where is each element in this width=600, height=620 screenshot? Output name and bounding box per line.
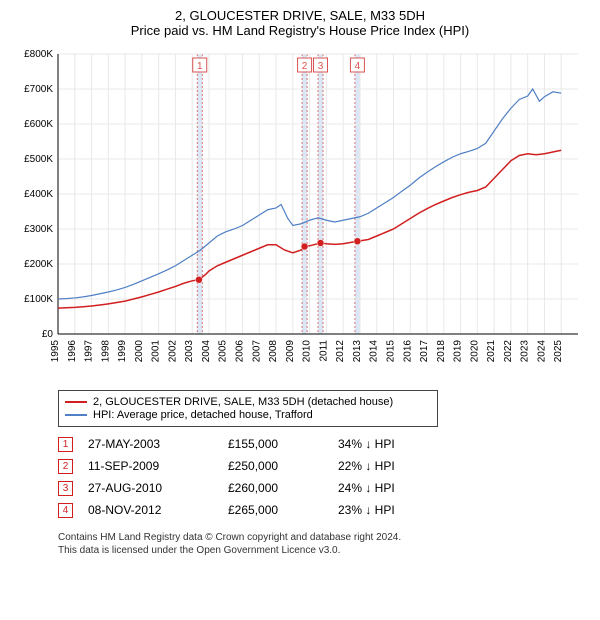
svg-text:1999: 1999 — [117, 340, 128, 363]
svg-text:2002: 2002 — [167, 340, 178, 363]
svg-text:2022: 2022 — [503, 340, 514, 363]
svg-text:2009: 2009 — [285, 340, 296, 363]
svg-text:2015: 2015 — [385, 340, 396, 363]
transaction-vs-hpi: 22% ↓ HPI — [338, 459, 458, 473]
footer-line1: Contains HM Land Registry data © Crown c… — [58, 531, 538, 544]
svg-text:£700K: £700K — [24, 84, 53, 95]
svg-text:2023: 2023 — [520, 340, 531, 363]
transaction-row: 2 11-SEP-2009£250,00022% ↓ HPI — [58, 455, 538, 477]
transaction-date: 11-SEP-2009 — [88, 459, 228, 473]
legend: 2, GLOUCESTER DRIVE, SALE, M33 5DH (deta… — [58, 390, 438, 427]
transaction-price: £260,000 — [228, 481, 338, 495]
svg-text:1998: 1998 — [100, 340, 111, 363]
svg-text:2008: 2008 — [268, 340, 279, 363]
transactions-table: 1 27-MAY-2003£155,00034% ↓ HPI 2 11-SEP-200… — [58, 433, 538, 521]
svg-text:2: 2 — [302, 61, 308, 72]
svg-text:2014: 2014 — [369, 340, 380, 363]
title-line1: 2, GLOUCESTER DRIVE, SALE, M33 5DH — [10, 8, 590, 23]
svg-text:£100K: £100K — [24, 294, 53, 305]
legend-row: 2, GLOUCESTER DRIVE, SALE, M33 5DH (deta… — [65, 396, 431, 408]
transaction-row: 1 27-MAY-2003£155,00034% ↓ HPI — [58, 433, 538, 455]
svg-text:1995: 1995 — [50, 340, 61, 363]
transaction-vs-hpi: 23% ↓ HPI — [338, 503, 458, 517]
legend-label: HPI: Average price, detached house, Traf… — [93, 409, 313, 421]
transaction-date: 27-AUG-2010 — [88, 481, 228, 495]
svg-text:1: 1 — [197, 61, 203, 72]
svg-text:£200K: £200K — [24, 259, 53, 270]
svg-text:2017: 2017 — [419, 340, 430, 363]
transaction-marker: 4 — [58, 503, 73, 518]
transaction-marker: 3 — [58, 481, 73, 496]
svg-text:2020: 2020 — [469, 340, 480, 363]
svg-text:2025: 2025 — [553, 340, 564, 363]
svg-text:£400K: £400K — [24, 189, 53, 200]
transaction-date: 08-NOV-2012 — [88, 503, 228, 517]
svg-text:2012: 2012 — [335, 340, 346, 363]
svg-text:£0: £0 — [42, 329, 54, 340]
svg-text:2019: 2019 — [453, 340, 464, 363]
legend-row: HPI: Average price, detached house, Traf… — [65, 409, 431, 421]
transaction-vs-hpi: 24% ↓ HPI — [338, 481, 458, 495]
svg-text:£500K: £500K — [24, 154, 53, 165]
svg-text:1996: 1996 — [67, 340, 78, 363]
legend-label: 2, GLOUCESTER DRIVE, SALE, M33 5DH (deta… — [93, 396, 393, 408]
svg-text:2006: 2006 — [235, 340, 246, 363]
chart-title-block: 2, GLOUCESTER DRIVE, SALE, M33 5DH Price… — [10, 8, 590, 38]
svg-text:£800K: £800K — [24, 49, 53, 60]
transaction-vs-hpi: 34% ↓ HPI — [338, 437, 458, 451]
svg-text:2018: 2018 — [436, 340, 447, 363]
svg-text:1997: 1997 — [84, 340, 95, 363]
svg-text:2007: 2007 — [251, 340, 262, 363]
title-line2: Price paid vs. HM Land Registry's House … — [10, 23, 590, 38]
transaction-marker: 1 — [58, 437, 73, 452]
footer-line2: This data is licensed under the Open Gov… — [58, 544, 538, 557]
transaction-date: 27-MAY-2003 — [88, 437, 228, 451]
svg-text:2024: 2024 — [536, 340, 547, 363]
svg-text:3: 3 — [318, 61, 324, 72]
transaction-row: 4 08-NOV-2012£265,00023% ↓ HPI — [58, 499, 538, 521]
svg-text:2004: 2004 — [201, 340, 212, 363]
svg-text:2000: 2000 — [134, 340, 145, 363]
svg-text:£300K: £300K — [24, 224, 53, 235]
svg-text:2005: 2005 — [218, 340, 229, 363]
transaction-marker: 2 — [58, 459, 73, 474]
svg-text:2013: 2013 — [352, 340, 363, 363]
svg-text:2011: 2011 — [318, 340, 329, 362]
svg-text:2010: 2010 — [302, 340, 313, 363]
svg-text:2016: 2016 — [402, 340, 413, 363]
transaction-price: £250,000 — [228, 459, 338, 473]
svg-text:2001: 2001 — [151, 340, 162, 363]
footer-attribution: Contains HM Land Registry data © Crown c… — [58, 531, 538, 557]
svg-text:£600K: £600K — [24, 119, 53, 130]
svg-text:2003: 2003 — [184, 340, 195, 363]
price-chart: £0 £100K £200K £300K £400K £500K £600K £700K £80… — [10, 44, 590, 384]
legend-swatch — [65, 401, 87, 403]
transaction-price: £265,000 — [228, 503, 338, 517]
svg-text:4: 4 — [355, 61, 361, 72]
transaction-price: £155,000 — [228, 437, 338, 451]
svg-text:2021: 2021 — [486, 340, 497, 363]
transaction-row: 3 27-AUG-2010£260,00024% ↓ HPI — [58, 477, 538, 499]
legend-swatch — [65, 414, 87, 416]
